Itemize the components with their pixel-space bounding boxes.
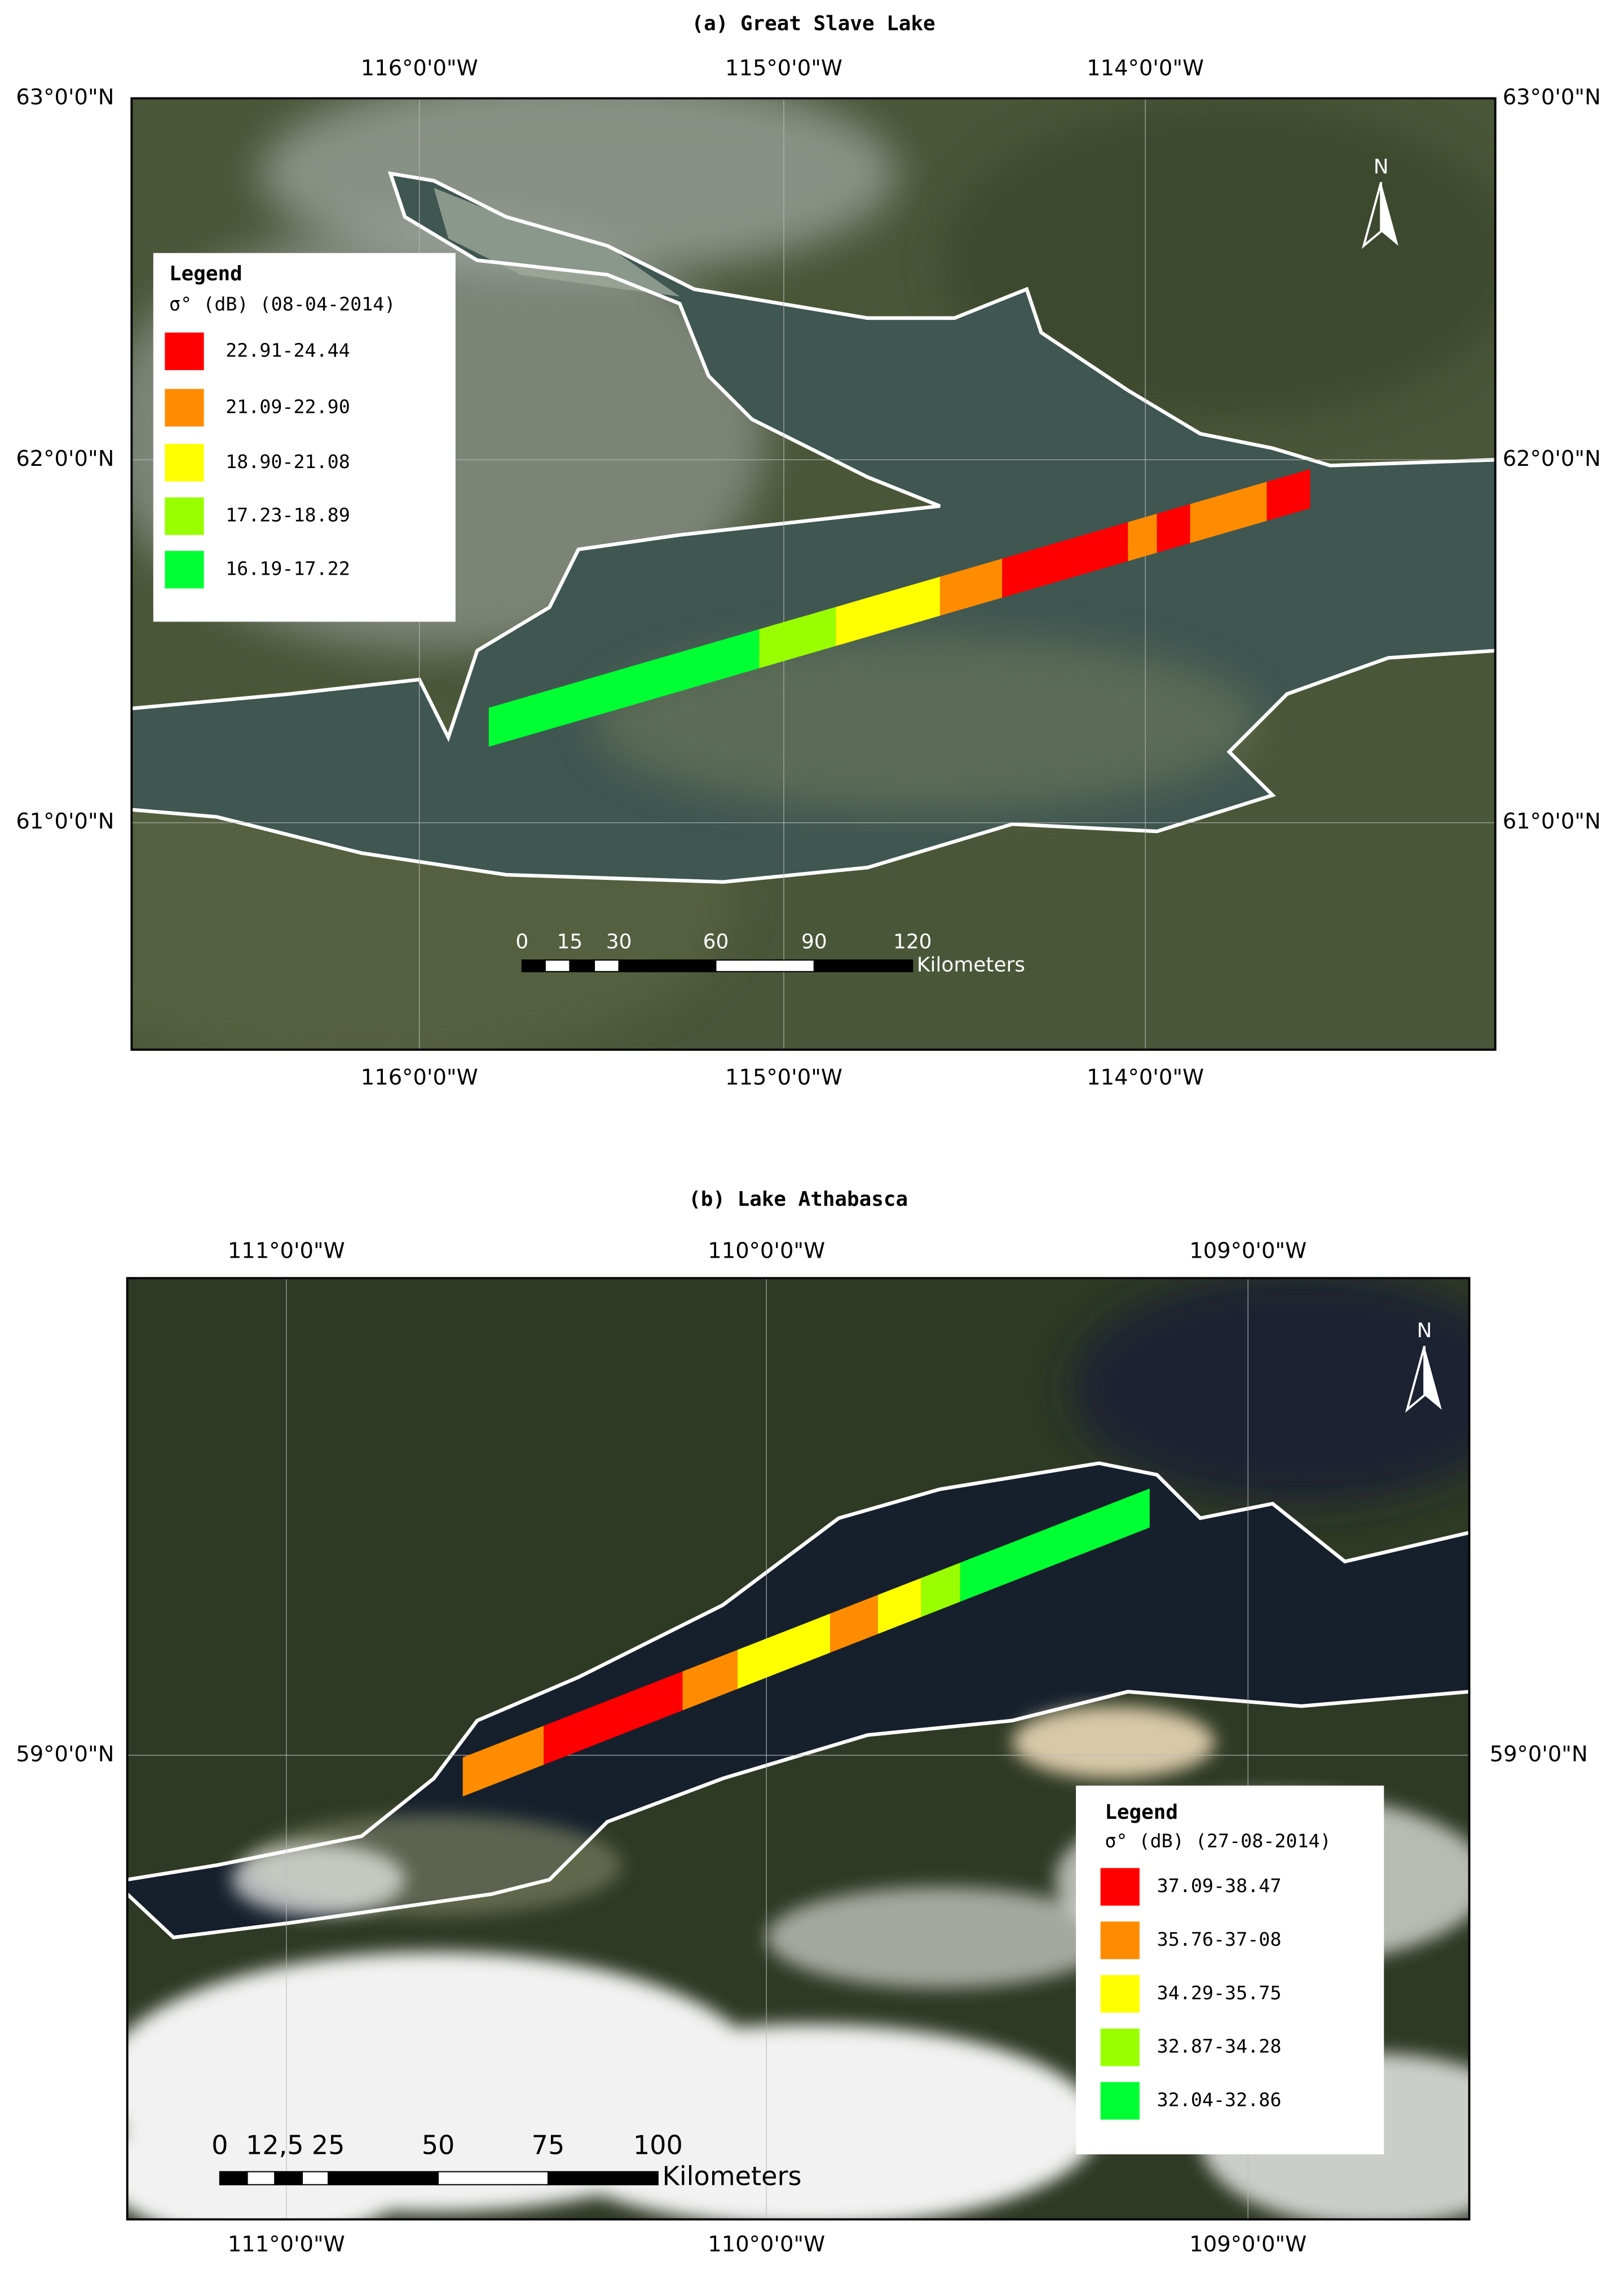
north-arrow [1424, 1346, 1442, 1410]
scale-bar-label: 30 [606, 931, 632, 954]
scale-bar-label: 90 [801, 931, 827, 954]
legend-swatch [165, 497, 204, 535]
latitude-label: 63°0'0"N [16, 85, 114, 110]
longitude-label: 111°0'0"W [228, 1238, 345, 1264]
legend-swatch [165, 444, 204, 482]
altimetry-swath-segment [830, 1595, 878, 1653]
latitude-label: 62°0'0"N [1503, 446, 1601, 471]
scale-bar-label: 60 [703, 931, 729, 954]
map-frame [126, 1277, 1471, 2221]
panel-title: (b) Lake Athabasca [689, 1188, 908, 1211]
scale-bar-label: 12,5 [246, 2130, 304, 2161]
altimetry-swath-segment [836, 576, 940, 646]
altimetry-swath-segment [1128, 513, 1157, 561]
map-panel: (a) Great Slave Lake 116°0'0"W 115°0'0"W 11… [16, 12, 1601, 1090]
legend-label: 17.23-18.89 [226, 504, 350, 526]
scale-bar-label: 120 [893, 931, 932, 954]
legend-swatch [1100, 2082, 1140, 2120]
scale-bar-segment [521, 959, 546, 972]
scale-bar-segment [547, 2171, 659, 2185]
scale-bar-segment [594, 959, 620, 972]
altimetry-swath-segment [488, 629, 760, 747]
altimetry-swath-segment [462, 1725, 544, 1797]
legend-title: Legend [169, 262, 242, 285]
legend-title: Legend [1105, 1801, 1178, 1824]
legend-label: 35.76-37-08 [1157, 1928, 1282, 1950]
legend-label: 16.19-17.22 [226, 558, 350, 580]
scale-bar-segment [274, 2171, 303, 2185]
longitude-label: 114°0'0"W [1087, 1065, 1204, 1090]
longitude-label: 116°0'0"W [361, 56, 478, 81]
scale-bar-label: 100 [633, 2130, 683, 2161]
latitude-label: 62°0'0"N [16, 446, 114, 471]
legend-subtitle: σ° (dB) (27-08-2014) [1105, 1830, 1331, 1852]
legend-swatch [1100, 1921, 1140, 1959]
altimetry-swath-segment [544, 1671, 683, 1765]
latitude-label: 59°0'0"N [16, 1742, 114, 1767]
scale-bar-segment [438, 2171, 549, 2185]
scale-bar-label: 25 [312, 2130, 345, 2161]
legend-swatch [1100, 2028, 1140, 2066]
longitude-label: 110°0'0"W [708, 1238, 825, 1264]
legend-swatch [165, 389, 204, 427]
legend-label: 18.90-21.08 [226, 451, 350, 473]
scale-bar-segment [813, 959, 914, 972]
scale-bar-label: 50 [422, 2130, 455, 2161]
altimetry-swath-segment [960, 1488, 1150, 1602]
longitude-label: 110°0'0"W [708, 2232, 825, 2257]
map-frame [130, 97, 1497, 1051]
latitude-label: 61°0'0"N [16, 809, 114, 834]
longitude-label: 115°0'0"W [725, 56, 842, 81]
altimetry-swath-segment [939, 558, 1003, 616]
altimetry-swath-segment [1266, 469, 1310, 521]
altimetry-swath-segment [737, 1614, 831, 1689]
map-panel: (b) Lake Athabasca 111°0'0"W 110°0'0"W 109°… [16, 1188, 1587, 2257]
north-arrow-label: N [1417, 1319, 1432, 1342]
longitude-label: 109°0'0"W [1189, 2232, 1307, 2257]
scale-bar-segment [715, 959, 815, 972]
latitude-label: 63°0'0"N [1503, 85, 1601, 110]
scale-bar-segment [569, 959, 595, 972]
legend-swatch [165, 550, 204, 589]
scale-bar-segment [544, 959, 571, 972]
scale-bar-label: 75 [532, 2130, 565, 2161]
legend-label: 22.91-24.44 [226, 339, 350, 361]
altimetry-swath-segment [682, 1650, 738, 1711]
scale-bar-label: 0 [211, 2130, 228, 2161]
altimetry-swath-segment [1002, 522, 1128, 598]
scale-bar-label: 0 [515, 931, 528, 954]
longitude-label: 109°0'0"W [1189, 1238, 1307, 1264]
legend-label: 34.29-35.75 [1157, 1982, 1282, 2004]
scale-bar-segment [618, 959, 717, 972]
legend-swatch [1100, 1975, 1140, 2013]
altimetry-swath-segment [1190, 482, 1267, 543]
longitude-label: 115°0'0"W [725, 1065, 842, 1090]
latitude-label: 59°0'0"N [1490, 1742, 1588, 1767]
longitude-label: 111°0'0"W [228, 2232, 345, 2257]
altimetry-swath-segment [1157, 504, 1190, 553]
scale-bar-segment [328, 2171, 439, 2185]
scale-bar-segment [246, 2171, 276, 2185]
north-arrow-label: N [1374, 155, 1389, 178]
scale-bar-label: 15 [557, 931, 583, 954]
altimetry-swath-segment [759, 607, 836, 668]
latitude-label: 61°0'0"N [1503, 809, 1601, 834]
scale-bar-unit: Kilometers [917, 954, 1025, 977]
legend-swatch [1100, 1868, 1140, 1906]
longitude-label: 114°0'0"W [1087, 56, 1204, 81]
legend-label: 32.04-32.86 [1157, 2089, 1282, 2111]
scale-bar-segment [301, 2171, 329, 2185]
legend-label: 32.87-34.28 [1157, 2035, 1282, 2057]
legend-subtitle: σ° (dB) (08-04-2014) [169, 293, 395, 315]
legend-swatch [165, 332, 204, 371]
scale-bar-unit: Kilometers [663, 2161, 802, 2192]
longitude-label: 116°0'0"W [361, 1065, 478, 1090]
legend-label: 21.09-22.90 [226, 395, 350, 417]
panel-title: (a) Great Slave Lake [692, 12, 935, 36]
legend-label: 37.09-38.47 [1157, 1875, 1282, 1897]
scale-bar-segment [219, 2171, 248, 2185]
altimetry-swath-segment [921, 1562, 960, 1617]
altimetry-swath-segment [877, 1577, 921, 1634]
